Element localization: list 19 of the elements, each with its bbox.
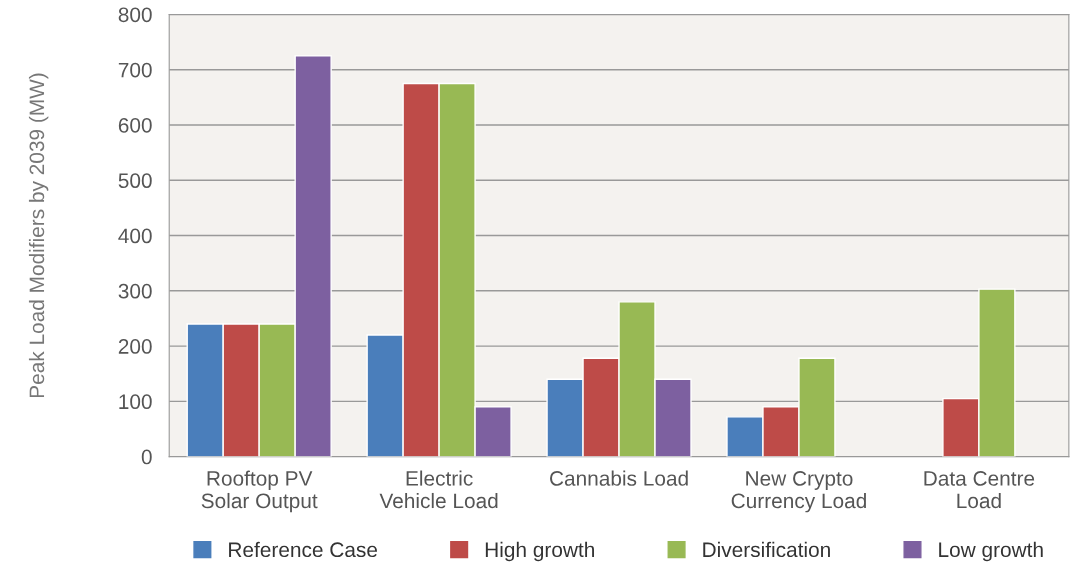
x-tick-label: New Crypto Currency Load xyxy=(731,471,866,513)
x-tick-label: Data Centre Load xyxy=(924,471,1035,509)
y-axis-title: Peak Load Modifiers by 2039 (MW) xyxy=(28,73,49,398)
legend-label: Diversification xyxy=(703,541,830,558)
y-tick-label: 200 xyxy=(118,339,152,354)
y-tick-label: 500 xyxy=(118,173,152,189)
y-tick-label: 300 xyxy=(118,283,152,299)
y-tick-label: 100 xyxy=(119,394,152,410)
y-tick-label: 400 xyxy=(118,228,152,244)
y-tick-label: 800 xyxy=(118,7,152,23)
legend-label: High growth xyxy=(485,541,594,562)
legend-label: Low growth xyxy=(939,541,1043,562)
y-tick-label: 700 xyxy=(118,62,152,78)
x-tick-label: Cannabis Load xyxy=(550,470,688,486)
legend-label: Reference Case xyxy=(229,541,377,558)
y-tick-label: 0 xyxy=(141,449,152,465)
x-tick-label: Rooftop PV Solar Output xyxy=(201,470,318,513)
x-tick-label: Electric Vehicle Load xyxy=(379,470,498,509)
y-tick-label: 600 xyxy=(118,117,152,133)
